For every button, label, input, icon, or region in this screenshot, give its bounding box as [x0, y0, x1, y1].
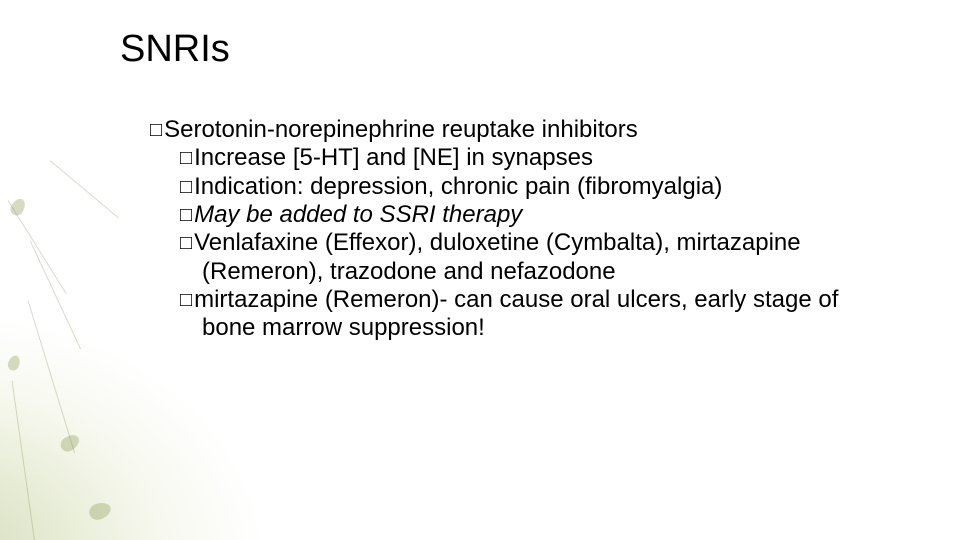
slide-body: Serotonin-norepinephrine reuptake inhibi…: [150, 116, 890, 343]
bullet-sub: May be added to SSRI therapy: [180, 201, 890, 229]
vine-decoration: [50, 160, 120, 219]
leaf-icon: [87, 500, 113, 523]
slide-title: SNRIs: [120, 28, 230, 71]
bullet-sub: Venlafaxine (Effexor), duloxetine (Cymba…: [180, 229, 890, 286]
bullet-sub: Increase [5-HT] and [NE] in synapses: [180, 144, 890, 172]
bullet-sub: Indication: depression, chronic pain (fi…: [180, 173, 890, 201]
vine-decoration: [12, 380, 38, 540]
bullet-main: Serotonin-norepinephrine reuptake inhibi…: [150, 116, 890, 144]
leaf-icon: [58, 431, 82, 454]
bullet-sub: mirtazapine (Remeron)- can cause oral ul…: [180, 286, 890, 343]
leaf-icon: [6, 354, 22, 372]
slide: SNRIs Serotonin-norepinephrine reuptake …: [0, 0, 960, 540]
leaf-icon: [8, 196, 28, 218]
